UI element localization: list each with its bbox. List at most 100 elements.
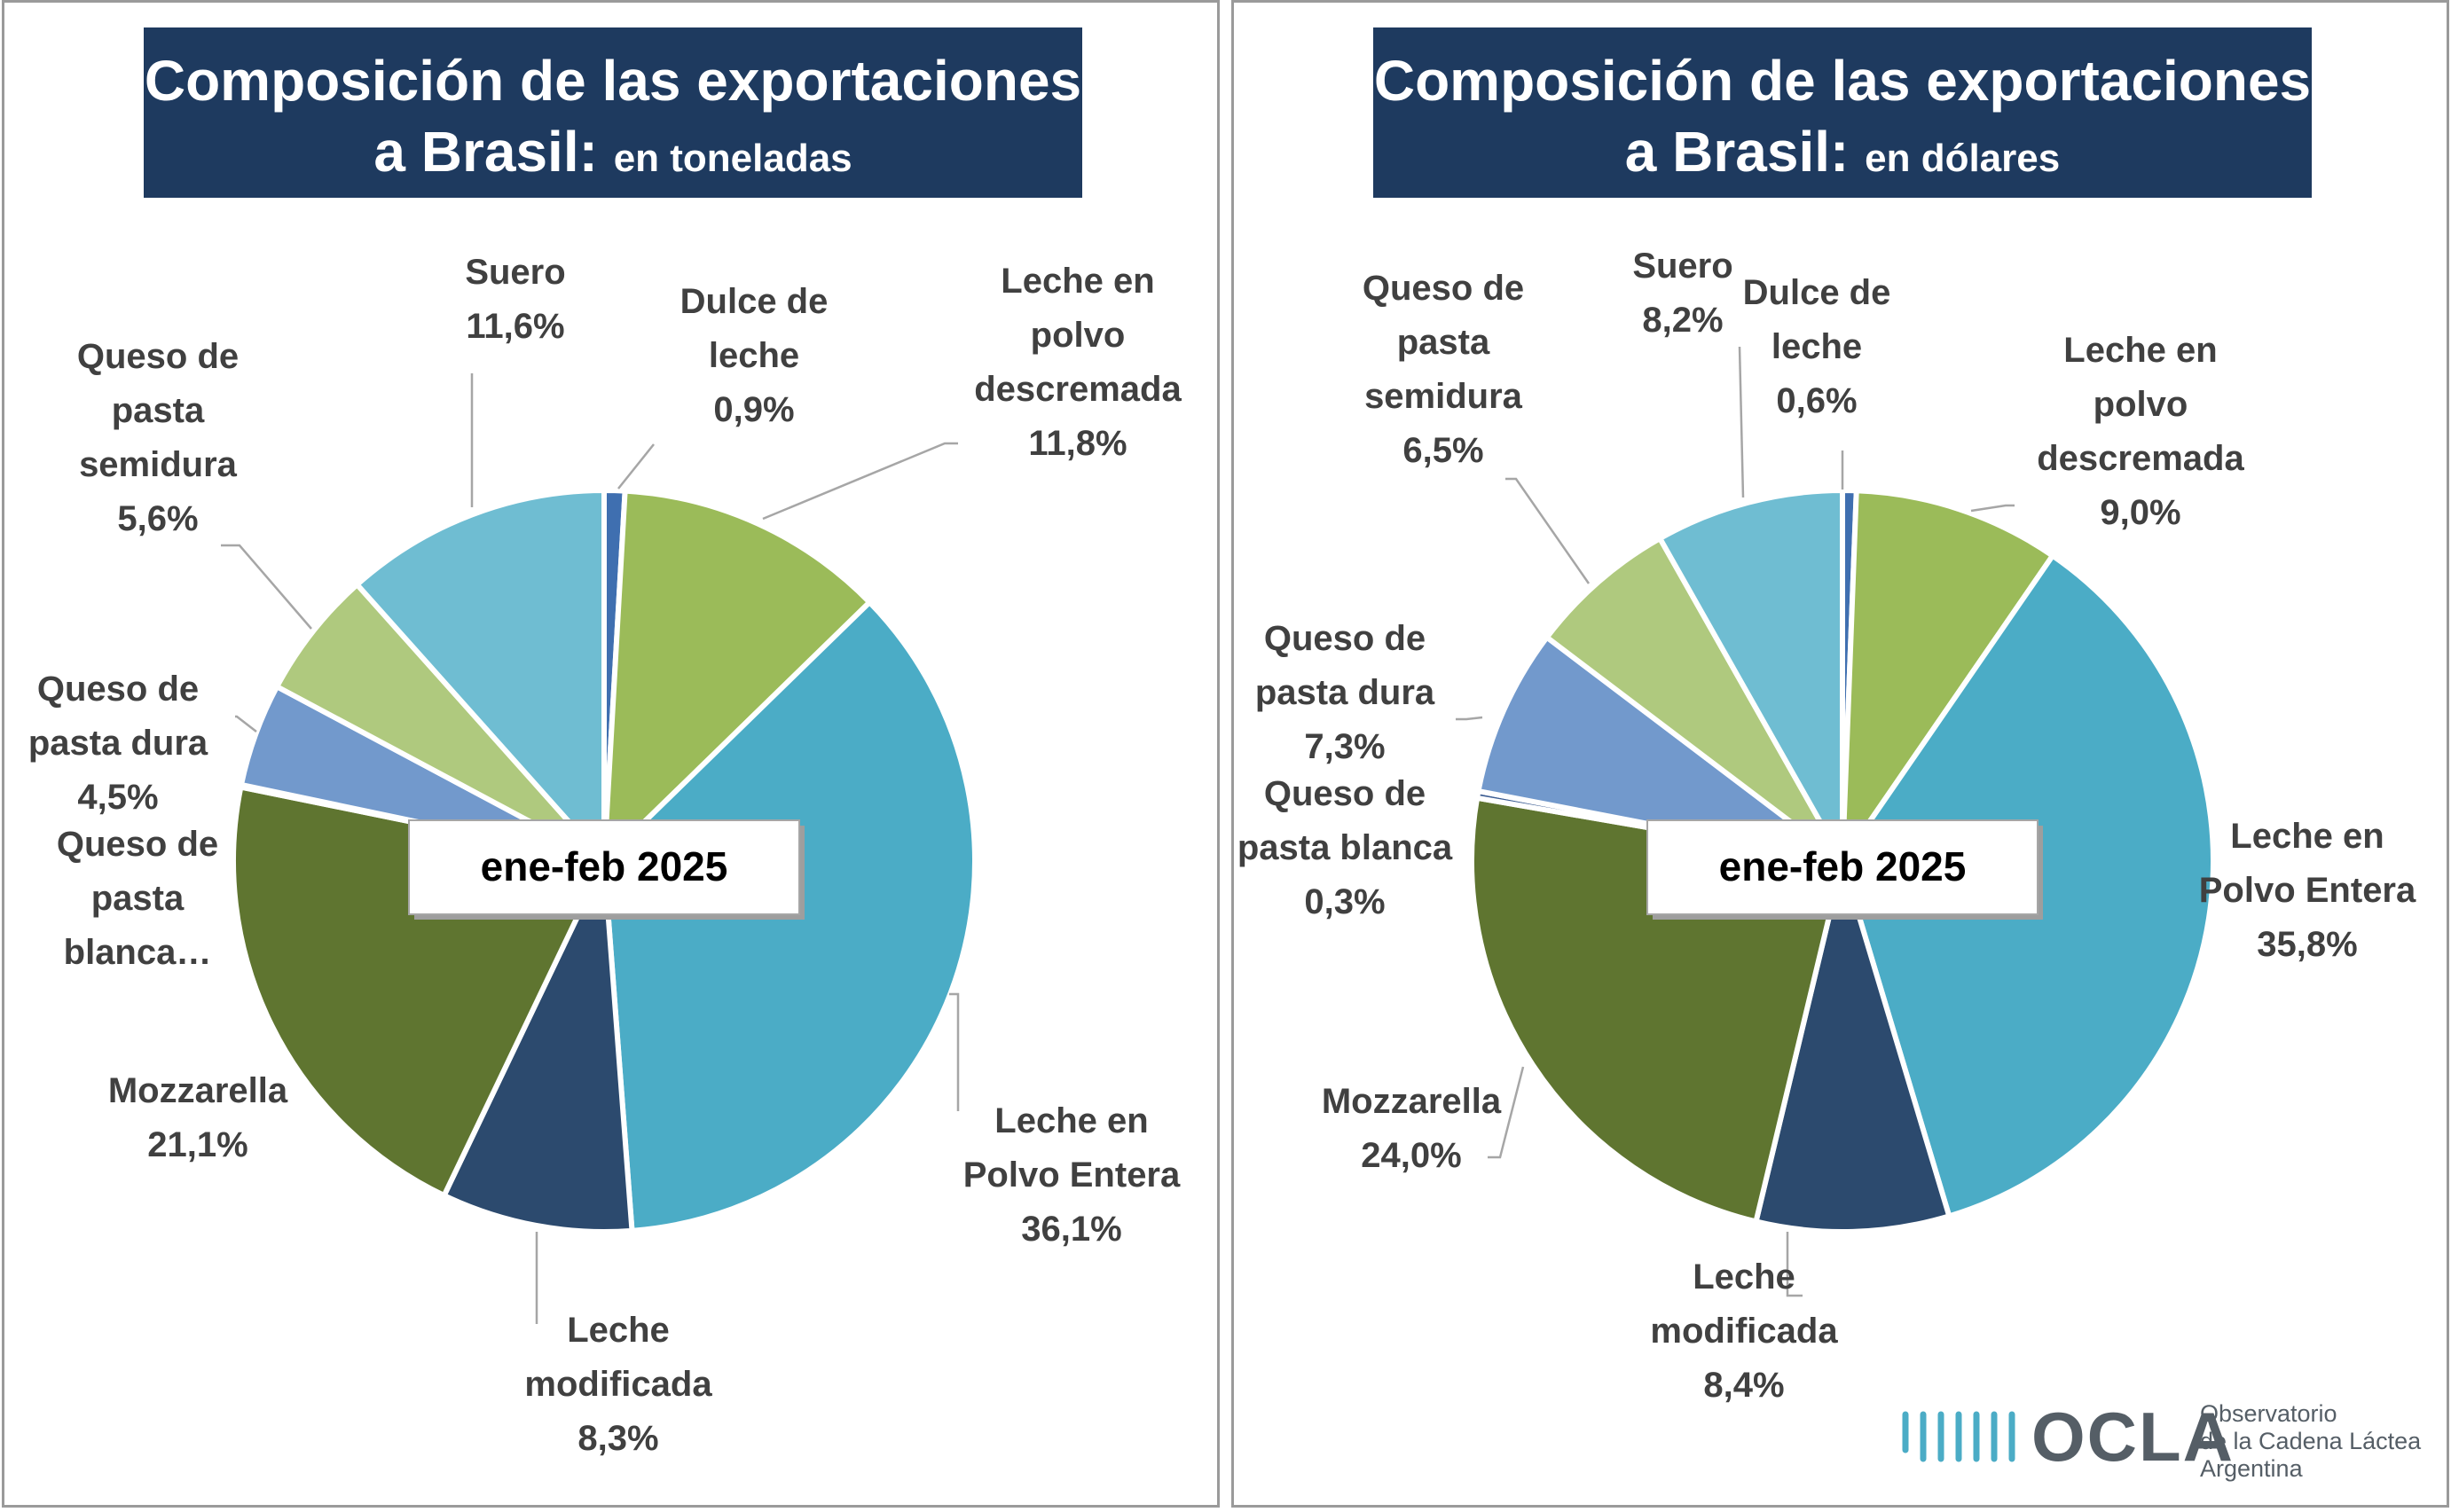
slice-label-line: 7,3% — [1304, 727, 1385, 766]
slice-label: Queso de pasta dura 4,5% — [28, 670, 208, 817]
pie-slice-leche-en-polvo-descremada — [1839, 488, 2057, 871]
slice-label-line: pasta — [91, 879, 185, 918]
slice-label: Leche en polvo descremada 11,8% — [974, 262, 1182, 463]
logo-subtitle-1: Observatorio — [2200, 1400, 2337, 1427]
slice-label-line: Leche en — [2063, 331, 2217, 370]
panel-dollars: Composición de las exportaciones a Brasi… — [1231, 0, 2449, 1508]
period-label: ene-feb 2025 — [1719, 843, 1967, 889]
pie-slice-leche-modificada — [1752, 850, 1953, 1234]
logo-subtitle-3: Argentina — [2200, 1455, 2303, 1482]
period-box — [1646, 819, 2039, 915]
slice-label-line: leche — [1771, 327, 1862, 366]
slice-label-line: Leche — [1693, 1257, 1795, 1297]
slice-label-line: 9,0% — [2100, 493, 2180, 532]
slice-label-line: Dulce de — [1743, 273, 1891, 312]
slice-label-line: pasta dura — [1255, 673, 1435, 712]
leader-line — [1488, 1066, 1525, 1159]
slice-label-line: pasta — [112, 391, 205, 430]
pie-slice-leche-modificada — [440, 850, 635, 1234]
slice-label-line: Polvo Entera — [2199, 871, 2416, 910]
slice-label-line: pasta blanca — [1237, 828, 1453, 867]
slice-label-line: Dulce de — [680, 282, 829, 321]
slice-label: Queso de pasta blanca 0,3% — [1237, 774, 1453, 921]
slice-label-line: 8,4% — [1703, 1366, 1784, 1405]
slice-label-line: 0,6% — [1776, 381, 1857, 420]
slice-label: Queso de pasta blanca… — [57, 825, 218, 972]
slice-label: Queso de pasta dura 7,3% — [1255, 619, 1435, 766]
slice-label-line: Mozzarella — [1322, 1082, 1502, 1121]
slice-label-line: Queso de — [1264, 619, 1426, 658]
slice-label-line: modificada — [1650, 1312, 1838, 1351]
slice-label-line: Queso de — [57, 825, 218, 864]
slice-label-line: 24,0% — [1361, 1136, 1461, 1175]
slice-label-line: Queso de — [1264, 774, 1426, 813]
leader-line — [1786, 1232, 1803, 1297]
slice-label: Suero 8,2% — [1632, 247, 1732, 340]
slice-label: Leche en Polvo Entera 36,1% — [963, 1101, 1181, 1249]
slice-label-line: 8,3% — [577, 1419, 658, 1458]
slice-label-line: 0,9% — [713, 390, 794, 429]
slice-label-line: 36,1% — [1021, 1210, 1121, 1249]
slice-label-line: semidura — [79, 445, 238, 484]
chart-title-sub: en toneladas — [613, 137, 852, 180]
slice-label-line: blanca… — [64, 933, 212, 972]
slice-label-line: 5,6% — [117, 499, 198, 538]
slice-label: Queso de pasta semidura 6,5% — [1363, 269, 1524, 470]
slice-label-line: descremada — [2037, 439, 2244, 478]
chart-title-line2: a Brasil: en toneladas — [144, 116, 1082, 194]
slice-label: Leche en polvo descremada 9,0% — [2037, 331, 2244, 532]
chart-title-sub: en dólares — [1865, 137, 2061, 180]
chart-title-line2: a Brasil: en dólares — [1373, 116, 2312, 194]
slice-label-line: semidura — [1364, 377, 1523, 416]
slice-label: Mozzarella 21,1% — [108, 1071, 288, 1164]
leader-line — [617, 443, 655, 490]
slice-label-line: 4,5% — [77, 778, 158, 817]
slice-label-line: Mozzarella — [108, 1071, 288, 1110]
slice-label-line: polvo — [1031, 316, 1126, 355]
slice-label: Suero 11,6% — [465, 253, 565, 346]
slice-label-line: pasta dura — [28, 724, 208, 763]
slice-label-line: Queso de — [1363, 269, 1524, 308]
ocla-wave-icon — [1902, 1411, 2015, 1462]
slice-label-line: Queso de — [77, 337, 239, 376]
slice-label: Leche modificada 8,4% — [1650, 1257, 1838, 1405]
leader-line — [1970, 504, 2015, 513]
slice-label-line: Polvo Entera — [963, 1156, 1181, 1195]
pie-slice-leche-en-polvo-descremada — [601, 488, 874, 868]
leader-line — [1738, 346, 1745, 498]
slice-label: Dulce de leche 0,9% — [680, 282, 829, 429]
ocla-logo: OCLA Observatorio de la Cadena Láctea Ar… — [1898, 1388, 2431, 1494]
leader-line — [235, 715, 257, 732]
leader-line — [762, 442, 958, 521]
slice-label-line: pasta — [1397, 323, 1490, 362]
chart-title-box: Composición de las exportaciones a Brasi… — [144, 27, 1082, 198]
chart-title-line1: Composición de las exportaciones — [144, 49, 1082, 113]
leader-line — [1505, 477, 1591, 584]
chart-title-main: a Brasil: — [1624, 120, 1850, 184]
slice-label-line: Suero — [1632, 247, 1732, 286]
panel-tons: Composición de las exportaciones a Brasi… — [2, 0, 1220, 1508]
slice-label-line: 21,1% — [147, 1125, 247, 1164]
slice-label-line: Leche — [567, 1311, 670, 1350]
pie-slice-suero — [353, 487, 607, 868]
slice-label: Leche en Polvo Entera 35,8% — [2199, 817, 2416, 964]
slice-label-line: descremada — [974, 370, 1182, 409]
chart-title-line1: Composición de las exportaciones — [1373, 49, 2312, 113]
pie-slice-queso-de-pasta-semidura — [1543, 535, 1845, 864]
period-label: ene-feb 2025 — [481, 843, 728, 889]
period-box — [408, 819, 800, 915]
leader-line — [1456, 716, 1483, 721]
pie-chart-dollars: Dulce de leche 0,6% Leche en polvo descremada… — [1237, 247, 2416, 1405]
slice-label-line: 0,3% — [1304, 882, 1385, 921]
slice-label-line: 11,6% — [466, 307, 564, 346]
slice-label-line: 6,5% — [1402, 431, 1483, 470]
slice-label-line: leche — [709, 336, 799, 375]
pie-chart-tons: Dulce de leche 0,9% Leche en polvo descremada… — [28, 253, 1182, 1458]
slice-label-line: Leche en — [2230, 817, 2384, 856]
slice-label-line: Suero — [465, 253, 565, 292]
pie-slice-queso-de-pasta-dura — [1474, 633, 1844, 864]
chart-title-main: a Brasil: — [373, 120, 598, 184]
leader-line — [221, 544, 312, 630]
chart-title-box: Composición de las exportaciones a Brasi… — [1373, 27, 2312, 198]
slice-label-line: modificada — [524, 1365, 712, 1404]
